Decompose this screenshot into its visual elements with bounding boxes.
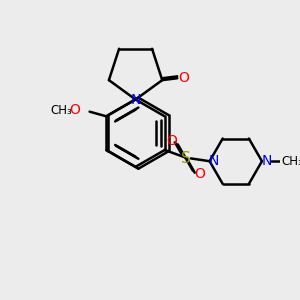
Text: CH₃: CH₃ (51, 104, 72, 117)
Text: S: S (182, 151, 191, 166)
Text: O: O (166, 134, 177, 148)
Text: N: N (130, 93, 141, 107)
Text: O: O (178, 71, 189, 85)
Text: O: O (69, 103, 80, 117)
Text: O: O (194, 167, 205, 181)
Text: CH₃: CH₃ (281, 155, 300, 168)
Text: N: N (262, 154, 272, 168)
Text: N: N (208, 154, 218, 168)
